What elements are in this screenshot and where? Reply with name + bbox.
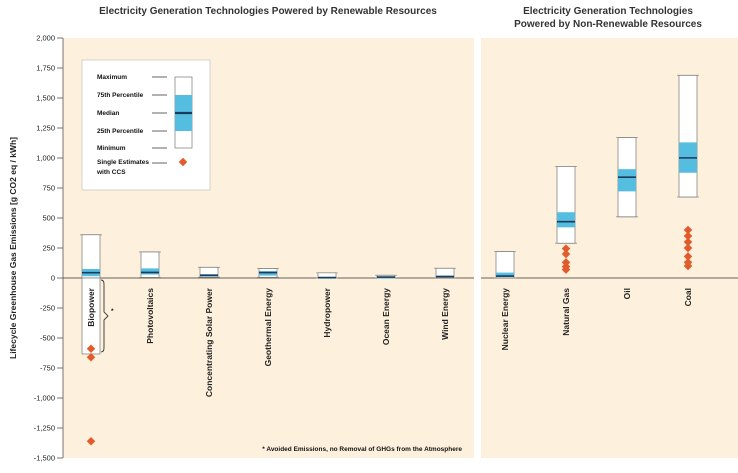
plot-background-right xyxy=(481,38,738,458)
iqr-box-photovoltaics xyxy=(141,268,159,275)
footnote: * Avoided Emissions, no Removal of GHGs … xyxy=(262,446,462,453)
y-tick-label: -250 xyxy=(40,304,55,313)
panel-separator xyxy=(474,0,481,473)
category-label-hydropower: Hydropower xyxy=(322,287,332,337)
y-tick-label: 2,000 xyxy=(36,34,55,43)
ccs-marker-natural-gas xyxy=(561,265,571,274)
category-label-concentrating-solar-power: Concentrating Solar Power xyxy=(204,287,214,397)
legend-label-ccs-line1: Single Estimates xyxy=(97,159,149,166)
category-label-ocean-energy: Ocean Energy xyxy=(381,288,391,345)
y-tick-label: 750 xyxy=(42,184,55,193)
ccs-marker-biopower xyxy=(86,352,96,362)
y-tick-label: 250 xyxy=(42,244,55,253)
legend-label-p25: 25th Percentile xyxy=(97,128,144,135)
category-label-wind-energy: Wind Energy xyxy=(440,288,450,340)
right-panel-title-line2: Powered by Non-Renewable Resources xyxy=(514,19,702,30)
legend-label-ccs-line2: with CCS xyxy=(96,169,126,176)
iqr-box-natural-gas xyxy=(557,212,575,228)
ccs-marker-coal xyxy=(683,261,693,271)
category-label-photovoltaics: Photovoltaics xyxy=(145,288,155,344)
ccs-marker-biopower xyxy=(86,344,96,354)
range-box-natural-gas xyxy=(556,166,576,244)
legend-label-minimum: Minimum xyxy=(97,145,126,152)
y-tick-label: -1,000 xyxy=(34,394,55,403)
category-label-oil: Oil xyxy=(622,288,632,299)
y-tick-label: -1,250 xyxy=(34,424,55,433)
legend-marker-sample xyxy=(178,157,188,167)
y-tick-label: 1,750 xyxy=(36,64,55,73)
legend: Maximum 75th Percentile Median 25th Perc… xyxy=(81,59,211,191)
category-label-natural-gas: Natural Gas xyxy=(561,288,571,336)
y-axis-label: Lifecycle Greenhouse Gas Emissions [g CO… xyxy=(8,137,18,359)
category-label-coal: Coal xyxy=(683,288,693,306)
y-tick-label: 0 xyxy=(51,274,55,283)
iqr-box-oil xyxy=(618,169,636,192)
range-box-concentrating-solar-power xyxy=(199,266,219,278)
category-label-biopower: Biopower xyxy=(86,287,96,326)
y-axis-ticks: 2,000 1,750 1,500 1,250 1,000 750 500 250 0 -250 -… xyxy=(34,34,738,463)
category-label-nuclear-energy: Nuclear Energy xyxy=(500,288,510,351)
legend-label-maximum: Maximum xyxy=(97,74,127,81)
legend-label-median: Median xyxy=(97,110,119,117)
y-tick-label: -750 xyxy=(40,364,55,373)
left-panel-marks: * Biopower Photovoltaics Concentrating Sola… xyxy=(80,234,456,446)
range-box-nuclear-energy xyxy=(495,251,515,279)
avoided-emissions-bracket xyxy=(100,279,109,353)
left-panel-title: Electricity Generation Technologies Powe… xyxy=(99,6,437,17)
bracket-asterisk: * xyxy=(111,308,114,315)
y-tick-label: -500 xyxy=(40,334,55,343)
range-box-wind-energy xyxy=(435,267,455,279)
y-tick-label: -1,500 xyxy=(34,454,55,463)
legend-label-p75: 75th Percentile xyxy=(97,92,144,99)
ccs-marker-biopower xyxy=(86,436,96,446)
iqr-box-nuclear-energy xyxy=(496,272,514,278)
right-panel-title-line1: Electricity Generation Technologies xyxy=(523,6,693,17)
range-box-coal xyxy=(678,74,698,198)
y-tick-label: 1,500 xyxy=(36,94,55,103)
y-tick-label: 1,000 xyxy=(36,154,55,163)
y-tick-label: 500 xyxy=(42,214,55,223)
category-label-geothermal-energy: Geothermal Energy xyxy=(263,288,273,367)
y-tick-label: 1,250 xyxy=(36,124,55,133)
